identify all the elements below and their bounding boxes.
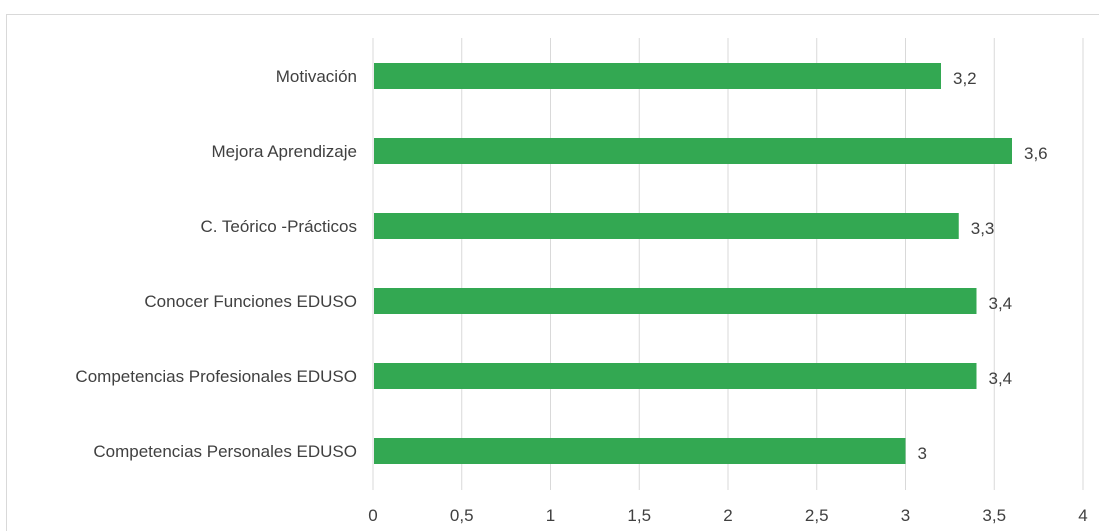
data-label: 3	[918, 444, 927, 463]
x-tick-label: 1,5	[627, 506, 651, 525]
bar	[374, 213, 959, 239]
data-label: 3,6	[1024, 144, 1048, 163]
category-label: Competencias Profesionales EDUSO	[75, 367, 357, 386]
data-label: 3,4	[989, 294, 1013, 313]
bar	[374, 438, 906, 464]
x-tick-label: 0	[368, 506, 377, 525]
category-label: Mejora Aprendizaje	[211, 142, 357, 161]
x-tick-label: 0,5	[450, 506, 474, 525]
data-label: 3,3	[971, 219, 995, 238]
bar	[374, 288, 977, 314]
chart-frame	[6, 14, 1099, 531]
x-tick-label: 3	[901, 506, 910, 525]
x-tick-label: 1	[546, 506, 555, 525]
data-label: 3,4	[989, 369, 1013, 388]
category-label: Conocer Funciones EDUSO	[144, 292, 357, 311]
category-label: Motivación	[276, 67, 357, 86]
x-tick-label: 2	[723, 506, 732, 525]
x-tick-label: 4	[1078, 506, 1087, 525]
category-label: Competencias Personales EDUSO	[93, 442, 357, 461]
bar	[374, 363, 977, 389]
bar	[374, 63, 941, 89]
x-tick-label: 3,5	[982, 506, 1006, 525]
data-label: 3,2	[953, 69, 977, 88]
category-label: C. Teórico -Prácticos	[200, 217, 357, 236]
bar	[374, 138, 1012, 164]
x-tick-label: 2,5	[805, 506, 829, 525]
